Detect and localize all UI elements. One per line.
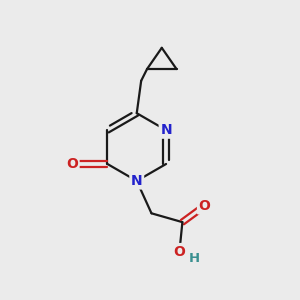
Text: N: N (160, 123, 172, 137)
Text: O: O (173, 244, 185, 259)
Text: O: O (66, 157, 78, 171)
Text: O: O (199, 199, 210, 213)
Text: H: H (189, 252, 200, 265)
Text: N: N (131, 174, 142, 188)
